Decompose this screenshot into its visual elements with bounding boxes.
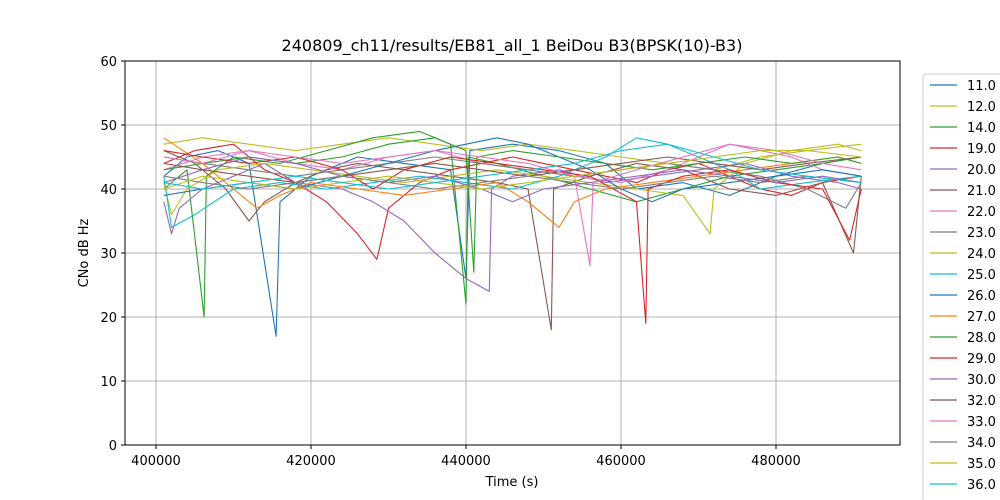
x-axis: 400000 420000 440000 460000 480000 <box>131 445 801 469</box>
legend-frame <box>922 73 1000 500</box>
legend-entry-label: 27.0 <box>967 310 996 325</box>
y-axis: 0 10 20 30 40 50 60 <box>100 55 125 454</box>
legend-entry-label: 35.0 <box>967 457 996 472</box>
y-tick-label: 60 <box>100 55 117 70</box>
legend-entry-label: 21.0 <box>967 184 996 199</box>
legend-entry-label: 25.0 <box>967 268 996 283</box>
y-tick-label: 10 <box>100 375 117 390</box>
legend-entry-label: 36.0 <box>967 478 996 493</box>
series-line-35-0 <box>163 150 862 190</box>
series-line-33-0 <box>163 143 862 267</box>
legend-entry-label: 24.0 <box>967 247 996 262</box>
legend-entry-label: 34.0 <box>967 436 996 451</box>
x-tick-label: 400000 <box>131 454 181 469</box>
x-tick-label: 460000 <box>596 454 646 469</box>
y-axis-label: CNo dB Hz <box>77 218 92 287</box>
series-line-19-0 <box>163 143 862 260</box>
x-tick-label: 440000 <box>441 454 491 469</box>
series-line-29-0 <box>163 150 862 324</box>
y-tick-label: 50 <box>100 119 117 134</box>
y-tick-label: 20 <box>100 311 117 326</box>
series-line-36-0 <box>163 143 862 190</box>
chart-title: 240809_ch11/results/EB81_all_1 BeiDou B3… <box>282 36 743 56</box>
series-line-27-0 <box>163 137 862 228</box>
legend-entry-label: 30.0 <box>967 373 996 388</box>
plot-area <box>163 130 862 337</box>
legend: 11.0 12.0 14.0 19.0 20.0 21.0 22.0 23.0 24.0 25.0… <box>922 73 1000 500</box>
legend-entry-label: 28.0 <box>967 331 996 346</box>
series-lines <box>163 130 862 337</box>
legend-entry-label: 29.0 <box>967 352 996 367</box>
series-line-14-0 <box>163 130 862 318</box>
legend-entry-label: 23.0 <box>967 226 996 241</box>
legend-entry-label: 14.0 <box>967 121 996 136</box>
series-line-24-0 <box>163 143 862 235</box>
legend-entry-label: 12.0 <box>967 100 996 115</box>
y-tick-label: 40 <box>100 183 117 198</box>
legend-entry-label: 22.0 <box>967 205 996 220</box>
legend-entry-label: 20.0 <box>967 163 996 178</box>
legend-entry-label: 32.0 <box>967 394 996 409</box>
y-tick-label: 30 <box>100 247 117 262</box>
x-axis-label: Time (s) <box>485 475 539 490</box>
legend-entry-label: 33.0 <box>967 415 996 430</box>
series-line-21-0 <box>163 150 862 331</box>
x-tick-label: 480000 <box>751 454 801 469</box>
x-tick-label: 420000 <box>286 454 336 469</box>
legend-entry-label: 19.0 <box>967 142 996 157</box>
series-line-30-0 <box>163 156 862 203</box>
legend-entry-label: 26.0 <box>967 289 996 304</box>
y-tick-label: 0 <box>109 439 117 454</box>
legend-entry-label: 11.0 <box>967 79 996 94</box>
